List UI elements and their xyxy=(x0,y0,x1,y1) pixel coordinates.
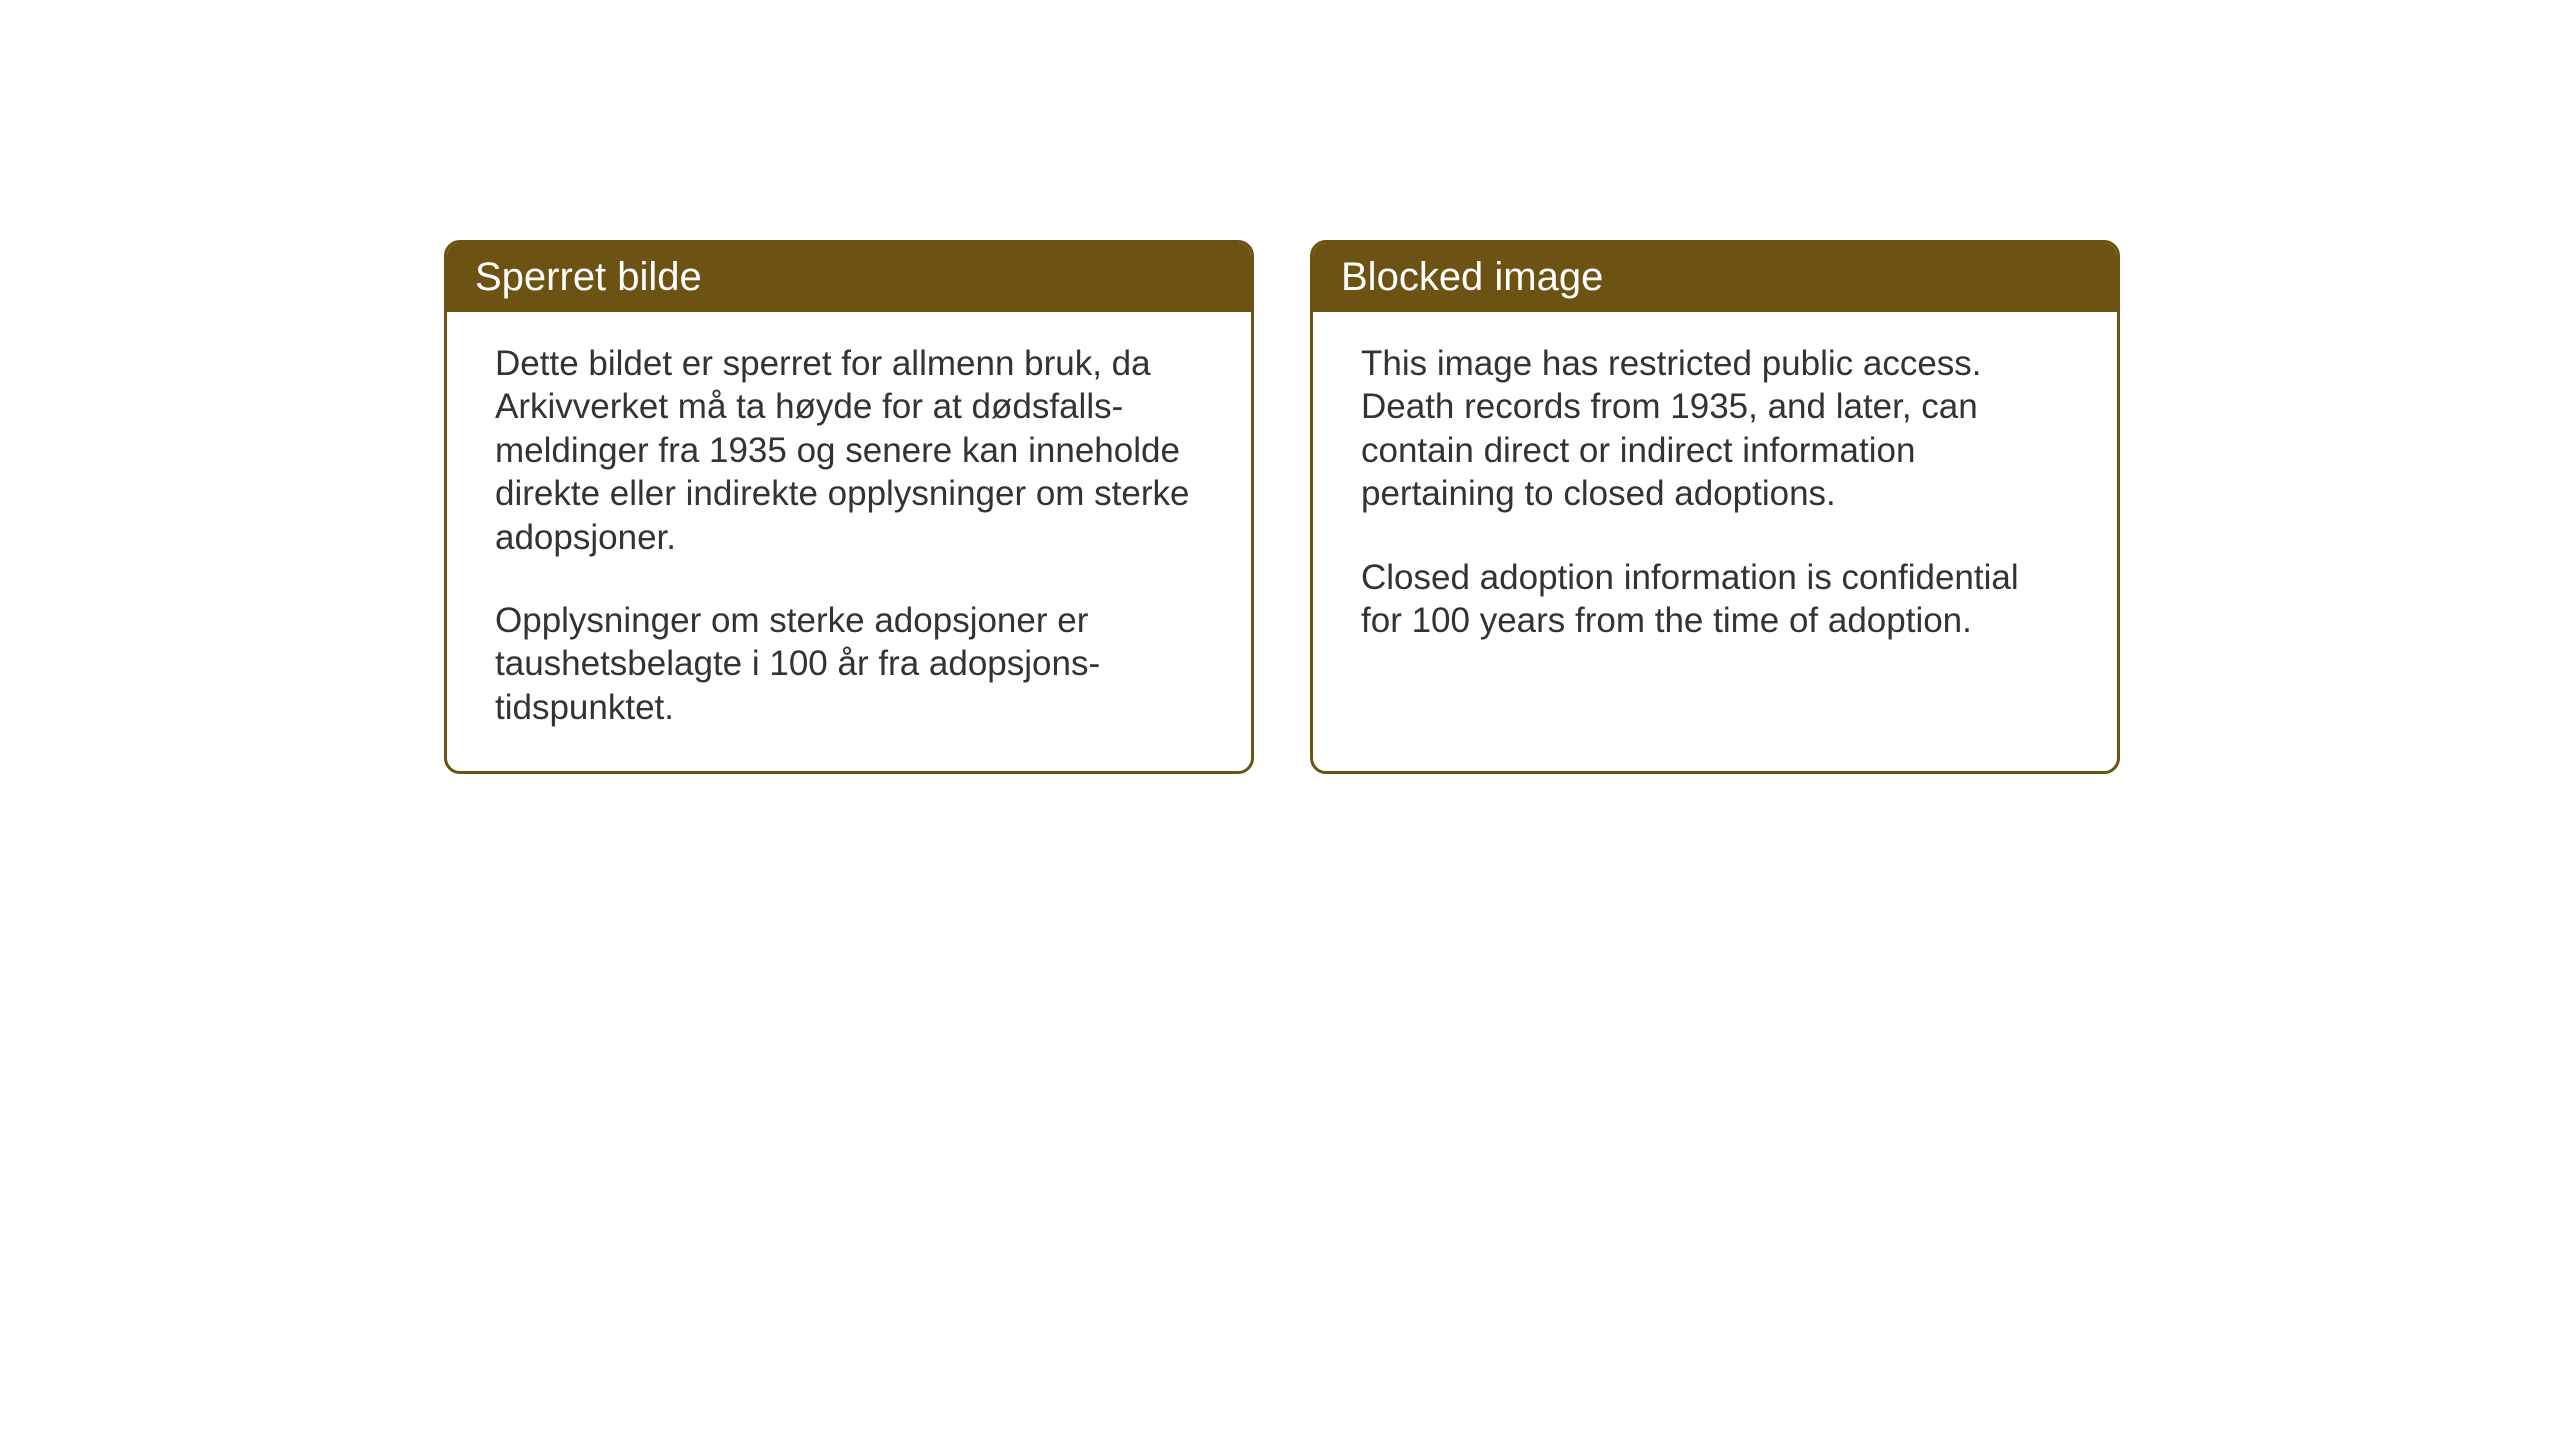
card-paragraph2-norwegian: Opplysninger om sterke adopsjoner er tau… xyxy=(495,599,1203,729)
card-title-english: Blocked image xyxy=(1341,255,1603,299)
card-paragraph1-english: This image has restricted public access.… xyxy=(1361,342,2069,516)
card-paragraph2-english: Closed adoption information is confident… xyxy=(1361,556,2069,643)
card-norwegian: Sperret bilde Dette bildet er sperret fo… xyxy=(444,240,1254,774)
card-body-norwegian: Dette bildet er sperret for allmenn bruk… xyxy=(447,312,1251,771)
card-english: Blocked image This image has restricted … xyxy=(1310,240,2120,774)
card-header-norwegian: Sperret bilde xyxy=(447,243,1251,312)
cards-container: Sperret bilde Dette bildet er sperret fo… xyxy=(444,240,2560,774)
card-header-english: Blocked image xyxy=(1313,243,2117,312)
card-paragraph1-norwegian: Dette bildet er sperret for allmenn bruk… xyxy=(495,342,1203,559)
card-body-english: This image has restricted public access.… xyxy=(1313,312,2117,684)
card-title-norwegian: Sperret bilde xyxy=(475,255,702,299)
